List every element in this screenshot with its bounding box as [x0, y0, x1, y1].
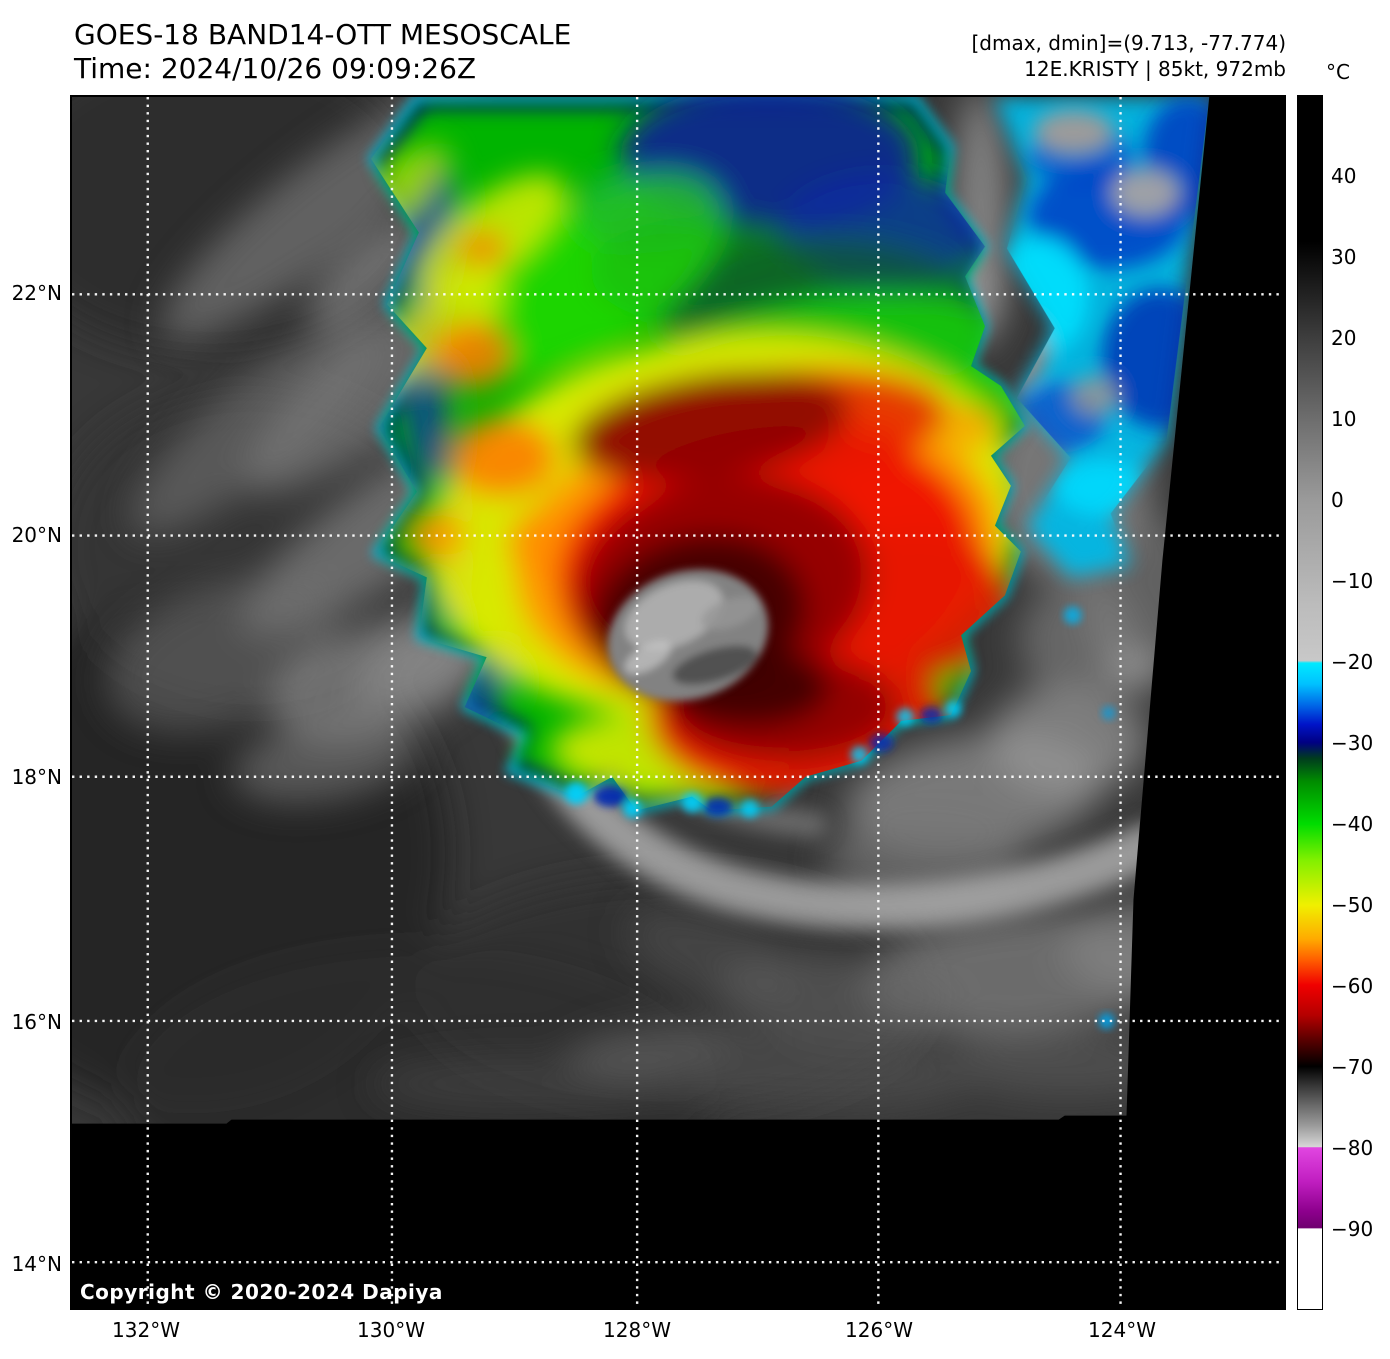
x-axis-tick-label: 126°W [845, 1318, 913, 1342]
colorbar-tick-label: 40 [1331, 164, 1357, 188]
graticule-gridlines [72, 97, 1284, 1308]
dmax-dmin-label: [dmax, dmin]=(9.713, -77.774) [971, 31, 1286, 55]
colorbar-unit-label: °C [1326, 60, 1350, 84]
no-data-region [72, 97, 1284, 1308]
header-annotations: [dmax, dmin]=(9.713, -77.774) 12E.KRISTY… [971, 30, 1286, 82]
colorbar-tick-label: −60 [1331, 974, 1374, 998]
cold-rim-fringe [565, 701, 962, 818]
x-axis-tick-label: 128°W [603, 1318, 671, 1342]
colorbar-tick-label: 0 [1331, 488, 1344, 512]
page-title: GOES-18 BAND14-OTT MESOSCALE [74, 18, 572, 51]
northeast-cold-cloud-mass [993, 97, 1210, 1029]
colorbar-tick-label: 30 [1331, 245, 1357, 269]
satellite-image [72, 97, 1284, 1308]
y-axis-tick-label: 18°N [11, 765, 62, 789]
colorbar-tick-label: −90 [1331, 1217, 1374, 1241]
colorbar-tick-label: −20 [1331, 650, 1374, 674]
y-axis-tick-label: 16°N [11, 1010, 62, 1034]
eye-region [607, 569, 769, 701]
colorbar-tick-label: −30 [1331, 731, 1374, 755]
storm-status-label: 12E.KRISTY | 85kt, 972mb [1024, 57, 1286, 81]
colorbar-tick-label: −10 [1331, 569, 1374, 593]
x-axis-tick-label: 130°W [357, 1318, 425, 1342]
y-axis-tick-label: 14°N [11, 1252, 62, 1276]
colorbar-tick-label: 10 [1331, 407, 1357, 431]
x-axis-tick-label: 132°W [112, 1318, 180, 1342]
satellite-map: Copyright © 2020-2024 Dapiya [70, 95, 1286, 1310]
copyright-watermark: Copyright © 2020-2024 Dapiya [80, 1280, 443, 1304]
colorbar-tick-label: −40 [1331, 812, 1374, 836]
colorbar-tick-label: −70 [1331, 1055, 1374, 1079]
colorbar-tick-label: 20 [1331, 326, 1357, 350]
colorbar-tick-label: −80 [1331, 1136, 1374, 1160]
colorbar-tick-label: −50 [1331, 893, 1374, 917]
y-axis-tick-label: 22°N [11, 281, 62, 305]
colorbar [1297, 95, 1323, 1310]
y-axis-tick-label: 20°N [11, 523, 62, 547]
timestamp: Time: 2024/10/26 09:09:26Z [74, 52, 477, 85]
x-axis-tick-label: 124°W [1088, 1318, 1156, 1342]
